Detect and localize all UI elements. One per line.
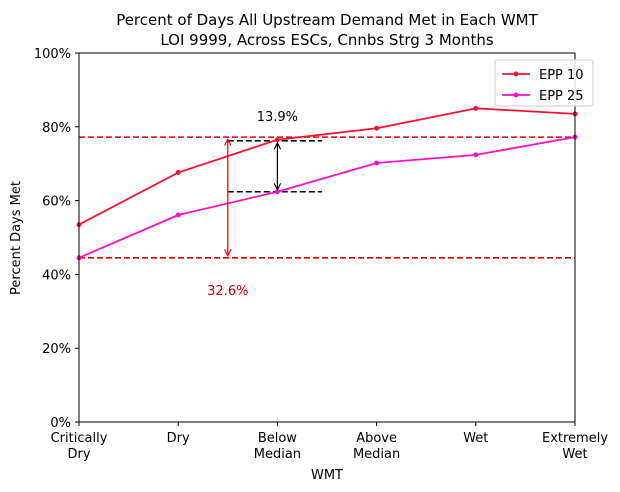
x-tick-label-line: Median: [254, 447, 301, 462]
x-tick-label: Dry: [167, 431, 190, 446]
x-tick-label: Above Median: [353, 431, 400, 462]
legend-label: EPP 25: [539, 89, 584, 104]
x-tick-label-line: Above: [356, 431, 397, 446]
x-tick-label-line: Dry: [167, 431, 190, 446]
data-point: [473, 105, 479, 111]
annotation-label: 32.6%: [207, 284, 248, 299]
x-tick-label-line: Wet: [562, 447, 587, 462]
y-tick-label: 0%: [50, 416, 71, 431]
x-tick-label-line: Extremely: [542, 431, 608, 446]
chart-title: Percent of Days All Upstream Demand Met …: [116, 11, 538, 29]
data-point: [473, 152, 479, 158]
x-tick-label: Extremely Wet: [542, 431, 608, 462]
y-tick-label: 100%: [34, 47, 71, 62]
y-axis-label: Percent Days Met: [9, 181, 24, 295]
legend-swatch-marker: [513, 92, 519, 98]
x-tick-label-line: Below: [258, 431, 297, 446]
y-tick-label: 60%: [42, 195, 71, 210]
x-tick-label-line: Median: [353, 447, 400, 462]
data-point: [274, 137, 280, 143]
legend-label: EPP 10: [539, 68, 584, 83]
chart-subtitle: LOI 9999, Across ESCs, Cnnbs Strg 3 Mont…: [160, 31, 494, 49]
data-point: [175, 212, 181, 218]
y-tick-label: 20%: [42, 342, 71, 357]
data-point: [374, 160, 380, 166]
x-tick-label-line: Dry: [67, 447, 90, 462]
legend: EPP 10 EPP 25: [494, 59, 594, 107]
y-tick-label: 40%: [42, 268, 71, 283]
data-point: [175, 170, 181, 176]
x-tick-label: Wet: [463, 431, 488, 446]
x-tick-label-line: Critically: [51, 431, 108, 446]
x-tick-label-line: Wet: [463, 431, 488, 446]
x-tick-label: Below Median: [254, 431, 301, 462]
x-tick-label: Critically Dry: [51, 431, 108, 462]
legend-swatch-marker: [513, 71, 519, 77]
data-point: [374, 125, 380, 131]
x-axis-label: WMT: [311, 468, 343, 483]
series-line: [78, 107, 576, 226]
annotation-label: 13.9%: [257, 110, 298, 125]
plot-frame: [78, 52, 576, 423]
data-point: [274, 189, 280, 195]
series-line: [78, 136, 576, 259]
y-tick-label: 80%: [42, 121, 71, 136]
